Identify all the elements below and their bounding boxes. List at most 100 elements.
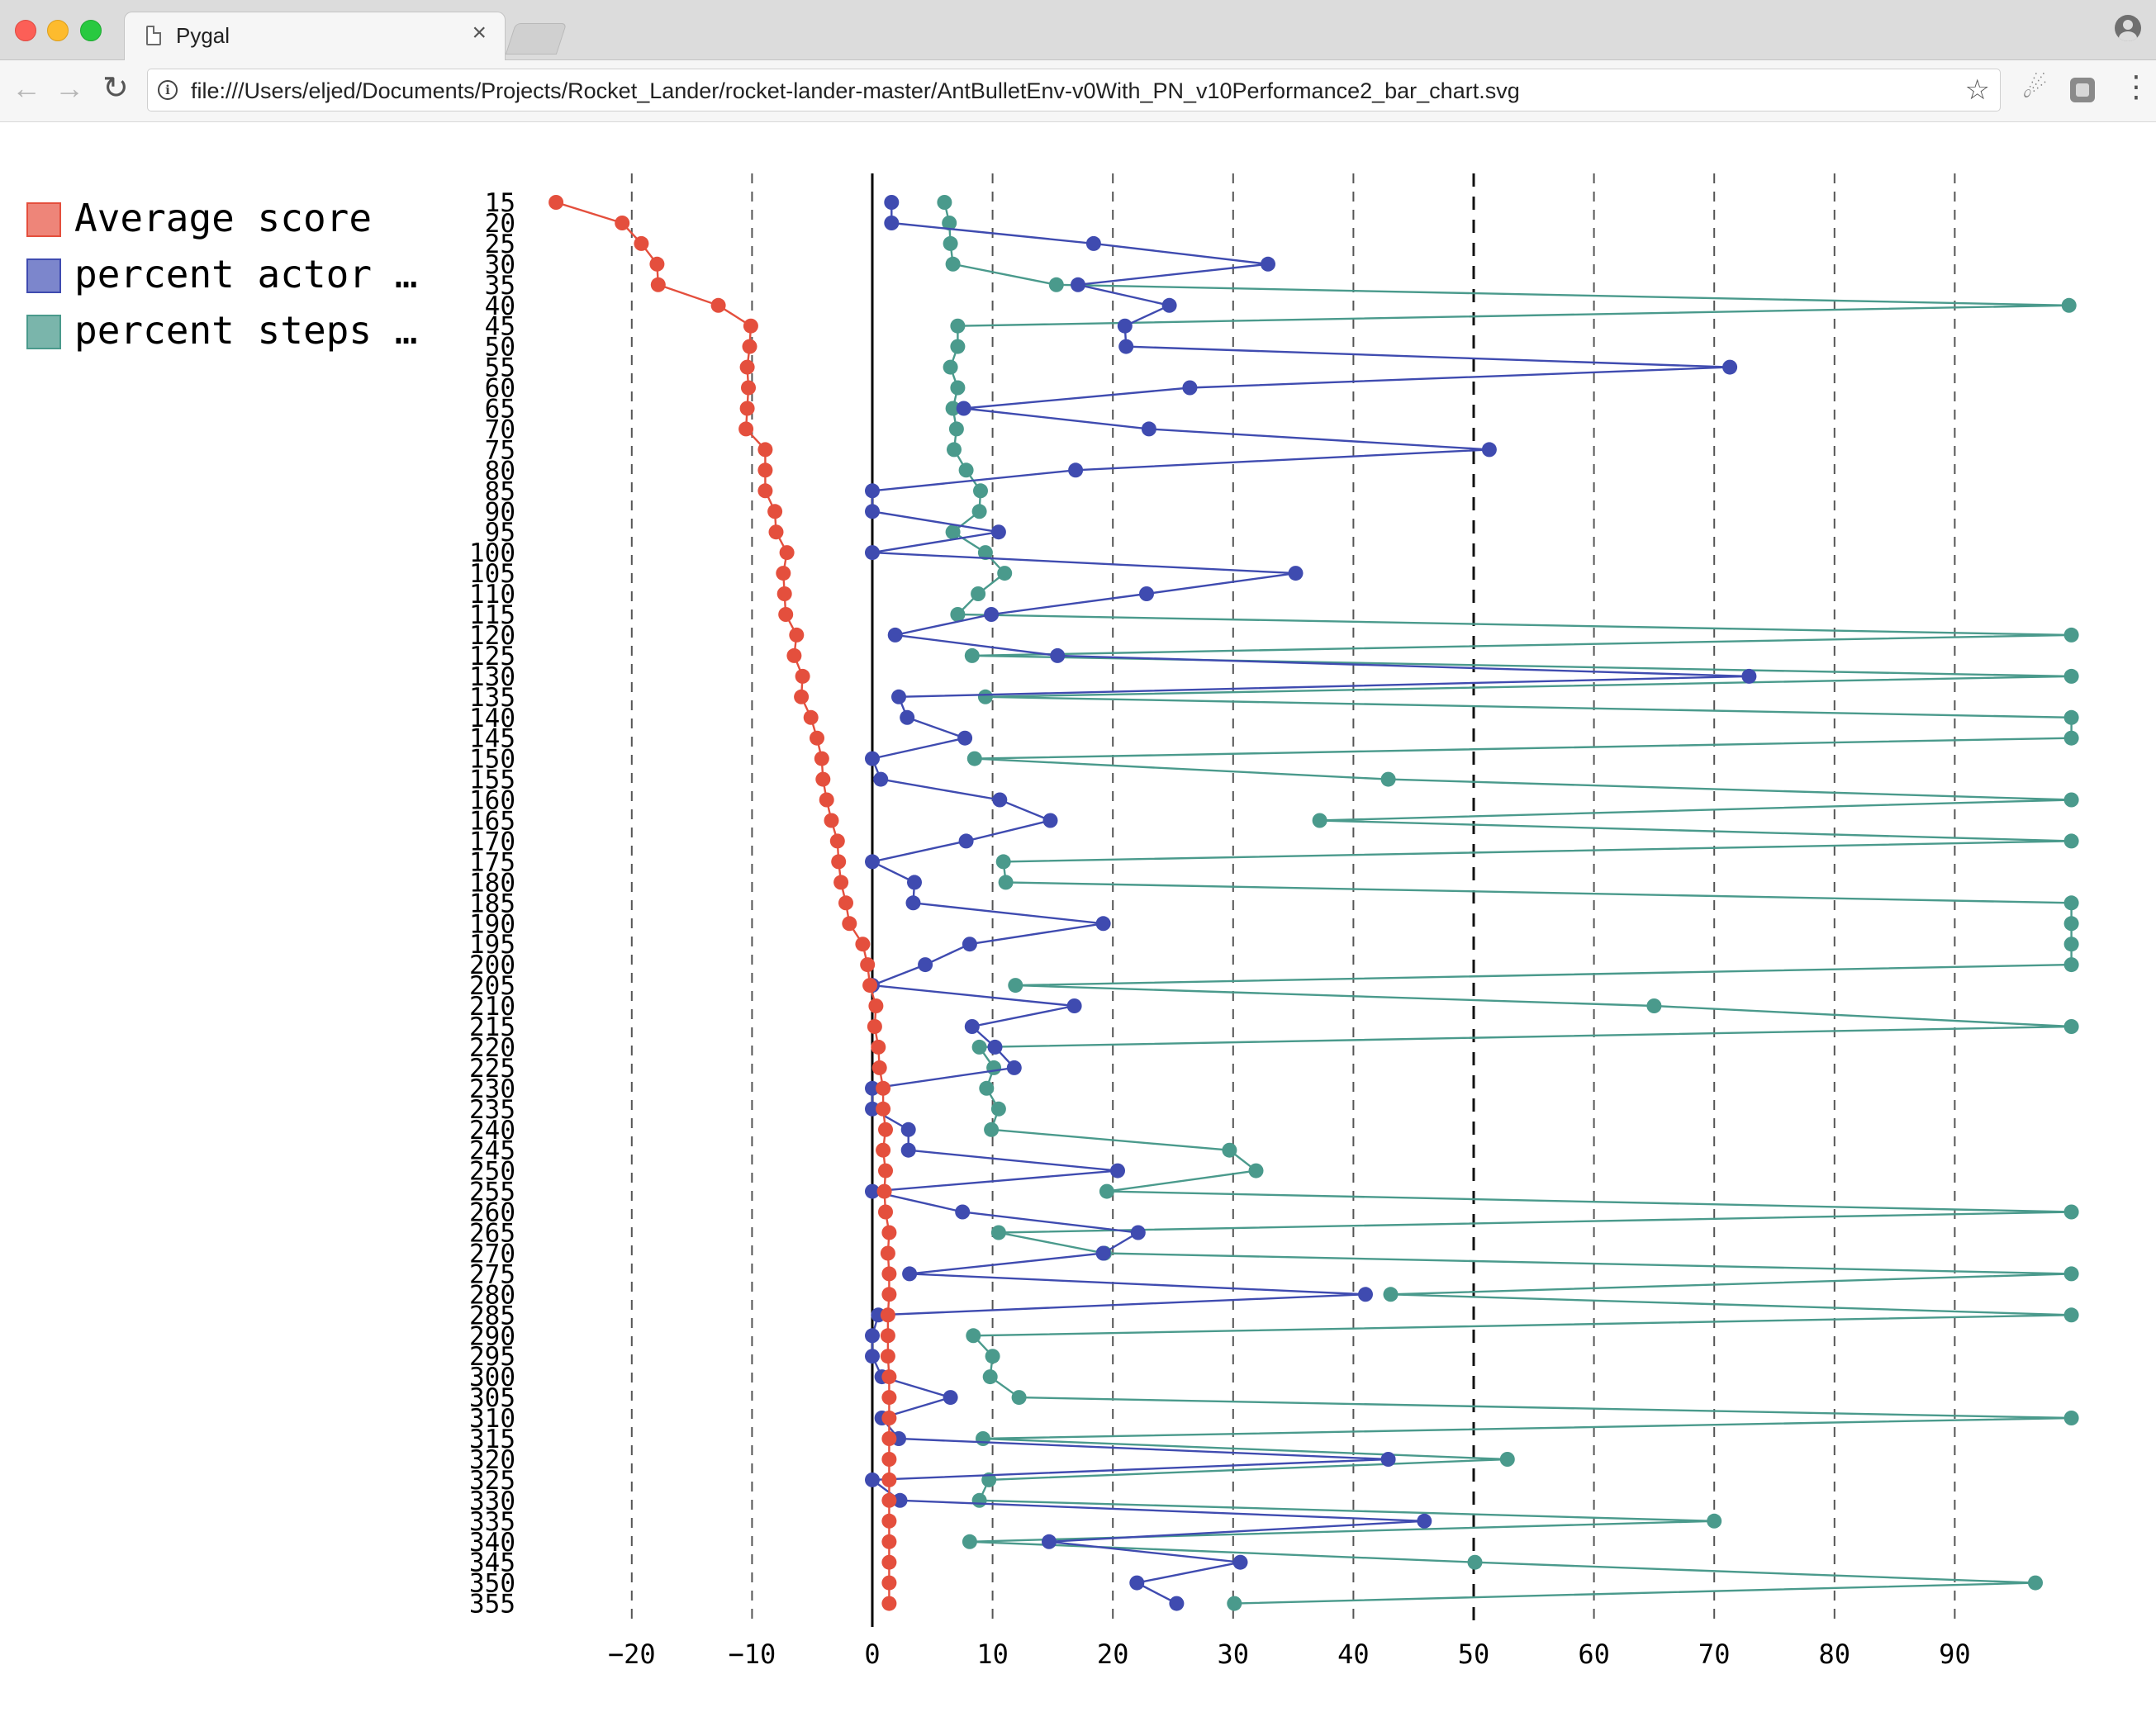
data-point[interactable]	[987, 1039, 1003, 1055]
data-point[interactable]	[824, 813, 839, 828]
data-point[interactable]	[1232, 1554, 1248, 1570]
data-point[interactable]	[1130, 1225, 1146, 1240]
menu-icon[interactable]: ⋮	[2121, 69, 2151, 103]
close-window-button[interactable]	[15, 20, 36, 41]
data-point[interactable]	[1008, 978, 1023, 994]
data-point[interactable]	[986, 1060, 1002, 1075]
data-point[interactable]	[741, 380, 756, 396]
data-point[interactable]	[1481, 442, 1497, 458]
data-point[interactable]	[794, 689, 810, 704]
data-point[interactable]	[776, 566, 791, 581]
data-point[interactable]	[990, 524, 1006, 540]
data-point[interactable]	[880, 1349, 895, 1364]
data-point[interactable]	[985, 1349, 1000, 1364]
data-point[interactable]	[984, 607, 1000, 622]
data-point[interactable]	[2063, 1019, 2079, 1034]
data-point[interactable]	[878, 1204, 893, 1220]
data-point[interactable]	[1169, 1596, 1185, 1611]
data-point[interactable]	[1129, 1575, 1145, 1591]
data-point[interactable]	[795, 668, 810, 684]
data-point[interactable]	[998, 875, 1014, 890]
data-point[interactable]	[1095, 1245, 1111, 1261]
data-point[interactable]	[786, 647, 802, 663]
maximize-window-button[interactable]	[80, 20, 102, 41]
data-point[interactable]	[634, 235, 649, 251]
legend-swatch[interactable]	[26, 315, 61, 349]
data-point[interactable]	[964, 647, 980, 663]
data-point[interactable]	[779, 545, 795, 561]
data-point[interactable]	[2063, 1204, 2079, 1220]
data-point[interactable]	[803, 709, 819, 725]
data-point[interactable]	[971, 1492, 987, 1508]
legend-swatch[interactable]	[26, 258, 61, 293]
data-point[interactable]	[2063, 792, 2079, 808]
minimize-window-button[interactable]	[47, 20, 69, 41]
data-point[interactable]	[955, 1204, 971, 1220]
legend-label[interactable]: percent actor …	[74, 252, 417, 296]
data-point[interactable]	[650, 277, 666, 292]
data-point[interactable]	[2063, 730, 2079, 746]
data-point[interactable]	[776, 586, 792, 601]
data-point[interactable]	[997, 566, 1013, 581]
data-point[interactable]	[971, 504, 987, 519]
data-point[interactable]	[757, 462, 773, 478]
data-point[interactable]	[881, 1472, 897, 1487]
data-point[interactable]	[881, 1534, 897, 1549]
data-point[interactable]	[990, 1101, 1006, 1117]
data-point[interactable]	[966, 1328, 981, 1344]
data-point[interactable]	[950, 318, 966, 334]
data-point[interactable]	[907, 875, 922, 890]
data-point[interactable]	[881, 1452, 897, 1467]
data-point[interactable]	[1248, 1163, 1264, 1179]
data-point[interactable]	[768, 524, 784, 540]
data-point[interactable]	[881, 1390, 897, 1406]
data-point[interactable]	[548, 195, 564, 210]
star-icon[interactable]: ☆	[1964, 74, 1990, 106]
data-point[interactable]	[884, 216, 900, 230]
data-point[interactable]	[865, 1349, 880, 1364]
data-point[interactable]	[950, 607, 966, 622]
legend-label[interactable]: Average score	[74, 196, 372, 240]
data-point[interactable]	[865, 751, 880, 766]
data-point[interactable]	[1380, 1452, 1396, 1467]
data-point[interactable]	[829, 833, 845, 849]
data-point[interactable]	[1118, 339, 1134, 354]
data-point[interactable]	[902, 1266, 918, 1282]
data-point[interactable]	[1646, 998, 1662, 1013]
data-point[interactable]	[958, 462, 974, 478]
data-point[interactable]	[865, 1101, 880, 1117]
data-point[interactable]	[881, 1369, 897, 1385]
data-point[interactable]	[1099, 1183, 1114, 1199]
data-point[interactable]	[945, 401, 961, 416]
data-point[interactable]	[945, 256, 961, 272]
data-point[interactable]	[1261, 256, 1275, 272]
profile-icon[interactable]	[2115, 15, 2141, 41]
address-bar[interactable]: i file:///Users/eljed/Documents/Projects…	[147, 69, 2001, 111]
data-point[interactable]	[2028, 1575, 2043, 1591]
data-point[interactable]	[881, 1575, 897, 1591]
data-point[interactable]	[2063, 833, 2079, 849]
data-point[interactable]	[743, 318, 758, 334]
data-point[interactable]	[900, 709, 915, 725]
data-point[interactable]	[1110, 1163, 1125, 1179]
data-point[interactable]	[995, 854, 1011, 870]
data-point[interactable]	[876, 1101, 891, 1117]
data-point[interactable]	[881, 1411, 897, 1425]
data-point[interactable]	[1358, 1287, 1373, 1302]
data-point[interactable]	[891, 689, 906, 704]
data-point[interactable]	[1227, 1596, 1242, 1611]
data-point[interactable]	[962, 937, 977, 952]
data-point[interactable]	[881, 1287, 897, 1302]
data-point[interactable]	[1380, 771, 1396, 787]
data-point[interactable]	[860, 957, 876, 973]
data-point[interactable]	[2063, 957, 2079, 973]
data-point[interactable]	[2063, 627, 2079, 643]
data-point[interactable]	[2063, 1307, 2079, 1323]
data-point[interactable]	[1141, 421, 1156, 437]
data-point[interactable]	[739, 401, 755, 416]
data-point[interactable]	[1312, 813, 1327, 828]
data-point[interactable]	[958, 833, 974, 849]
extension-icon[interactable]: ☄	[2022, 73, 2048, 104]
data-point[interactable]	[757, 442, 773, 458]
data-point[interactable]	[865, 504, 880, 519]
